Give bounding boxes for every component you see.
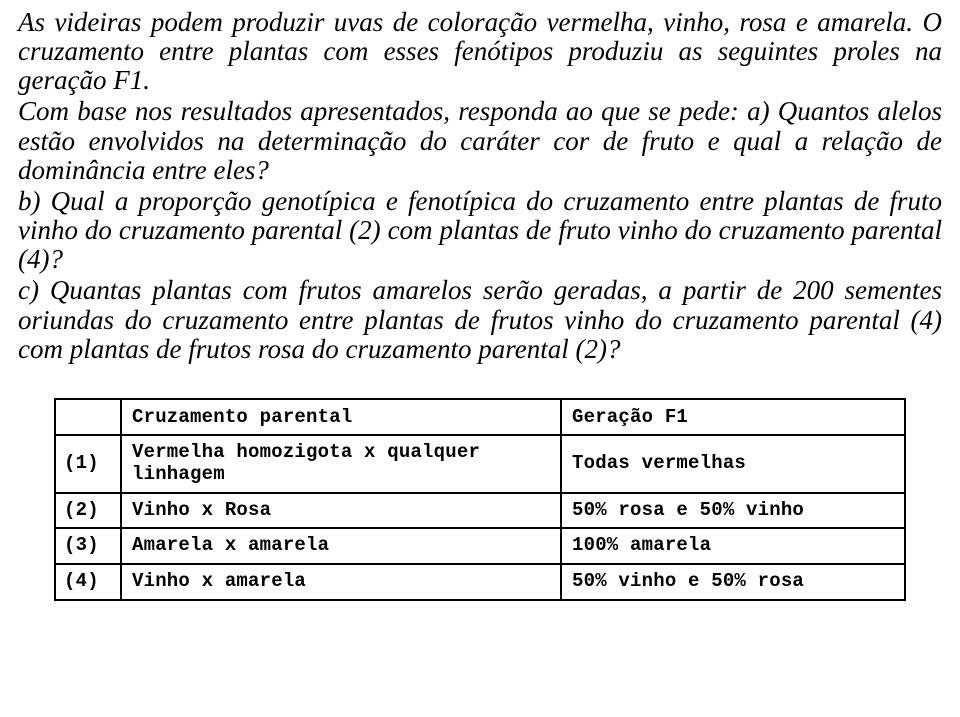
row-generation-label: 50% vinho e 50% rosa bbox=[572, 570, 804, 592]
row-index-label: (3) bbox=[64, 534, 99, 556]
row-generation: 50% vinho e 50% rosa bbox=[561, 564, 905, 600]
row-index-label: (1) bbox=[64, 452, 99, 474]
row-cross: Vermelha homozigota x qualquer linhagem bbox=[121, 435, 561, 493]
cross-table-container: Cruzamento parental Geração F1 (1) Verme… bbox=[54, 398, 906, 601]
table-header-index bbox=[55, 399, 121, 435]
row-cross: Vinho x Rosa bbox=[121, 493, 561, 529]
row-cross: Vinho x amarela bbox=[121, 564, 561, 600]
row-cross: Amarela x amarela bbox=[121, 528, 561, 564]
table-header-cross: Cruzamento parental bbox=[121, 399, 561, 435]
row-cross-label: Vinho x amarela bbox=[132, 570, 306, 592]
paragraph-question-c: c) Quantas plantas com frutos amarelos s… bbox=[18, 276, 942, 363]
row-index-label: (2) bbox=[64, 499, 99, 521]
row-generation: Todas vermelhas bbox=[561, 435, 905, 493]
table-row: (1) Vermelha homozigota x qualquer linha… bbox=[55, 435, 905, 493]
row-cross-label: Amarela x amarela bbox=[132, 534, 329, 556]
header-generation-label: Geração F1 bbox=[572, 406, 688, 428]
table-row: (3) Amarela x amarela 100% amarela bbox=[55, 528, 905, 564]
row-index: (4) bbox=[55, 564, 121, 600]
row-generation-label: 100% amarela bbox=[572, 534, 711, 556]
paragraph-question-a: Com base nos resultados apresentados, re… bbox=[18, 97, 942, 184]
row-index: (3) bbox=[55, 528, 121, 564]
row-generation: 100% amarela bbox=[561, 528, 905, 564]
row-generation: 50% rosa e 50% vinho bbox=[561, 493, 905, 529]
row-index: (1) bbox=[55, 435, 121, 493]
row-generation-label: Todas vermelhas bbox=[572, 452, 746, 474]
row-index: (2) bbox=[55, 493, 121, 529]
table-header-row: Cruzamento parental Geração F1 bbox=[55, 399, 905, 435]
row-index-label: (4) bbox=[64, 570, 99, 592]
paragraph-question-b: b) Qual a proporção genotípica e fenotíp… bbox=[18, 187, 942, 274]
cross-table: Cruzamento parental Geração F1 (1) Verme… bbox=[54, 398, 906, 601]
table-row: (2) Vinho x Rosa 50% rosa e 50% vinho bbox=[55, 493, 905, 529]
row-cross-label: Vermelha homozigota x qualquer linhagem bbox=[132, 441, 480, 485]
table-header-generation: Geração F1 bbox=[561, 399, 905, 435]
page: As videiras podem produzir uvas de color… bbox=[0, 0, 960, 601]
paragraph-intro: As videiras podem produzir uvas de color… bbox=[18, 8, 942, 95]
header-cross-label: Cruzamento parental bbox=[132, 406, 352, 428]
table-row: (4) Vinho x amarela 50% vinho e 50% rosa bbox=[55, 564, 905, 600]
row-generation-label: 50% rosa e 50% vinho bbox=[572, 499, 804, 521]
row-cross-label: Vinho x Rosa bbox=[132, 499, 271, 521]
